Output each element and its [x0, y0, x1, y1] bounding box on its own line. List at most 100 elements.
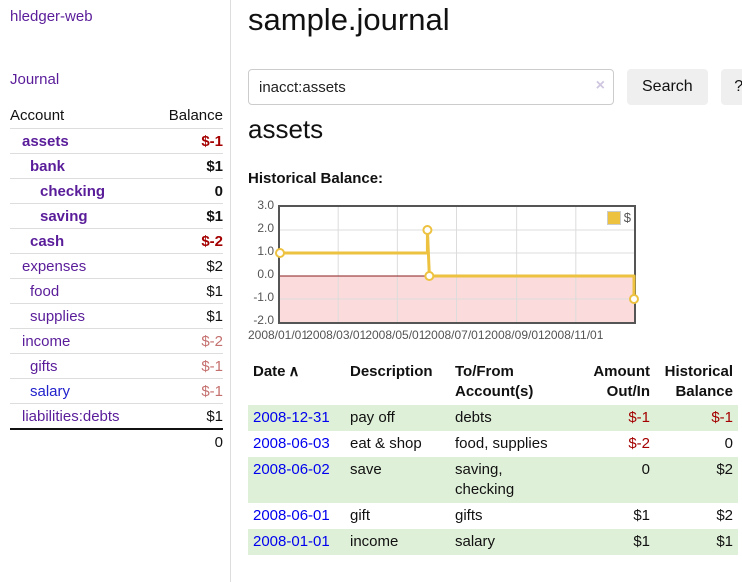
transaction-balance: $2 [716, 461, 733, 478]
account-balance: $-1 [201, 132, 223, 150]
x-axis-tick: 2008/03/01 [306, 328, 367, 342]
transaction-accounts: food, supplies [455, 435, 548, 452]
legend-swatch-icon [606, 210, 621, 225]
chart-series-svg [275, 207, 639, 322]
transaction-row: 2008-06-02 save saving, checking 0 $2 [248, 457, 738, 503]
chart-title: Historical Balance: [248, 170, 384, 187]
account-balance: $1 [206, 207, 223, 225]
account-row-assets: assets $-1 [10, 129, 223, 154]
legend-label: $ [623, 210, 631, 225]
account-row-expenses: expenses $2 [10, 254, 223, 279]
transaction-amount: $-1 [628, 409, 650, 426]
account-balance: $1 [206, 307, 223, 325]
transactions-header-row: Date ∧ Description To/From Account(s) Amo… [248, 359, 738, 405]
account-row-salary: salary $-1 [10, 379, 223, 404]
transaction-amount: $1 [633, 533, 650, 550]
account-row-cash: cash $-2 [10, 229, 223, 254]
transaction-amount: $1 [633, 507, 650, 524]
y-axis-tick: 1.0 [257, 244, 274, 258]
transaction-balance: $2 [716, 507, 733, 524]
account-row-liabilities-debts: liabilities:debts $1 [10, 404, 223, 428]
transaction-balance: 0 [724, 435, 733, 452]
x-axis-tick: 2008/11/01 [544, 328, 604, 342]
transaction-balance: $1 [716, 533, 733, 550]
account-balance: $1 [206, 157, 223, 175]
chart-legend: $ [606, 210, 631, 225]
y-axis-tick: -2.0 [253, 313, 274, 327]
accounts-rows: assets $-1 bank $1 checking 0 saving $1 cash $-2 e… [10, 129, 223, 428]
account-link-income[interactable]: income [22, 332, 71, 350]
y-axis-tick: 3.0 [257, 198, 274, 212]
account-balance: $2 [206, 257, 223, 275]
transaction-accounts: saving, checking [455, 461, 515, 498]
sidebar-item-journal[interactable]: Journal [10, 71, 60, 88]
x-axis-tick: 2008/01/01 [247, 328, 309, 342]
transactions-table: Date ∧ Description To/From Account(s) Amo… [248, 359, 738, 555]
transaction-description: gift [350, 507, 371, 524]
transaction-accounts: debts [455, 409, 492, 426]
account-heading: assets [248, 114, 324, 144]
account-row-saving: saving $1 [10, 204, 223, 229]
transaction-date-link[interactable]: 2008-01-01 [253, 533, 330, 550]
search-form: × Search ? [248, 69, 742, 105]
transaction-description: pay off [350, 409, 395, 426]
transaction-amount: $-2 [628, 435, 650, 452]
header-amount: Amount Out/In [593, 363, 650, 400]
search-input-wrap: × [248, 69, 614, 105]
sidebar: hledger-web Journal Account Balance asse… [0, 0, 231, 582]
account-link-bank[interactable]: bank [30, 157, 66, 175]
account-link-food[interactable]: food [30, 282, 60, 300]
header-accounts: To/From Account(s) [455, 363, 534, 400]
accounts-total-value: 0 [214, 434, 223, 451]
search-input[interactable] [248, 69, 614, 105]
account-row-checking: checking 0 [10, 179, 223, 204]
transaction-row: 2008-06-03 eat & shop food, supplies $-2 0 [248, 431, 738, 457]
account-balance: $-2 [201, 332, 223, 350]
chart-plot-area: $ [275, 205, 639, 324]
clear-search-icon[interactable]: × [595, 77, 605, 94]
account-row-supplies: supplies $1 [10, 304, 223, 329]
accounts-header-account: Account [10, 106, 65, 124]
account-link-expenses[interactable]: expenses [22, 257, 87, 275]
transaction-accounts: salary [455, 533, 496, 550]
transaction-description: income [350, 533, 399, 550]
account-link-supplies[interactable]: supplies [30, 307, 86, 325]
accounts-table-header: Account Balance [10, 102, 223, 129]
account-link-cash[interactable]: cash [30, 232, 65, 250]
account-row-income: income $-2 [10, 329, 223, 354]
search-button[interactable]: Search [627, 69, 708, 105]
account-link-liabilities-debts[interactable]: liabilities:debts [22, 407, 120, 425]
accounts-total-row: 0 [10, 428, 223, 455]
account-balance: $1 [206, 282, 223, 300]
accounts-header-balance: Balance [168, 106, 223, 124]
account-balance: $-1 [201, 357, 223, 375]
header-date: Date ∧ [248, 359, 345, 405]
account-balance: 0 [214, 182, 223, 200]
historical-balance-chart: 3.0 2.0 1.0 0.0 -1.0 -2.0 $ 2008/01/01 2008/03… [248, 196, 678, 348]
transaction-date-link[interactable]: 2008-06-01 [253, 507, 330, 524]
sort-ascending-icon: ∧ [288, 363, 300, 380]
header-date-label: Date [253, 363, 286, 380]
transaction-row: 2008-12-31 pay off debts $-1 $-1 [248, 405, 738, 431]
x-axis-tick: 2008/05/01 [365, 328, 426, 342]
account-link-assets[interactable]: assets [22, 132, 69, 150]
transaction-date-link[interactable]: 2008-12-31 [253, 409, 330, 426]
account-link-salary[interactable]: salary [30, 382, 71, 400]
account-balance: $1 [206, 407, 223, 425]
y-axis-tick: 0.0 [257, 267, 274, 281]
account-link-checking[interactable]: checking [40, 182, 106, 200]
header-description: Description [350, 363, 433, 380]
account-row-food: food $1 [10, 279, 223, 304]
account-link-gifts[interactable]: gifts [30, 357, 58, 375]
transaction-date-link[interactable]: 2008-06-03 [253, 435, 330, 452]
transaction-balance: $-1 [711, 409, 733, 426]
transaction-description: eat & shop [350, 435, 422, 452]
transaction-date-link[interactable]: 2008-06-02 [253, 461, 330, 478]
x-axis-tick: 2008/09/01 [484, 328, 545, 342]
help-button[interactable]: ? [720, 69, 742, 105]
app-title-link[interactable]: hledger-web [10, 8, 93, 25]
transaction-amount: 0 [641, 461, 650, 478]
accounts-table: Account Balance assets $-1 bank $1 checking 0… [10, 102, 223, 455]
x-axis-tick: 2008/07/01 [424, 328, 485, 342]
account-link-saving[interactable]: saving [40, 207, 88, 225]
